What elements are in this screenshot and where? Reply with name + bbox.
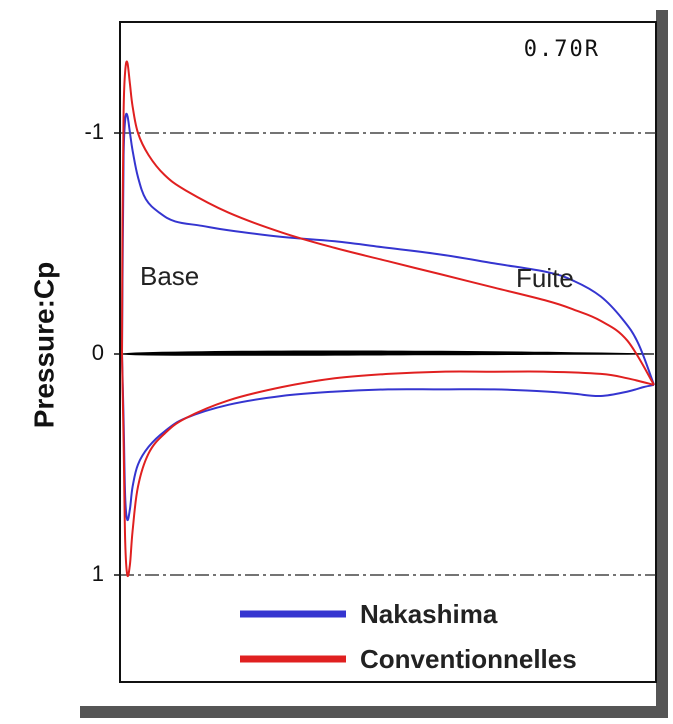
y-axis-label: Pressure:Cp — [28, 262, 59, 429]
y-tick-label: -1 — [84, 119, 104, 144]
series-nakashima-lower-line — [121, 353, 655, 522]
legend: Nakashima Conventionnelles — [240, 599, 577, 674]
legend-label-conventionnelles: Conventionnelles — [360, 644, 577, 674]
y-tick-label: 1 — [92, 561, 104, 586]
series-conventionnelles-lower-line — [121, 353, 655, 578]
legend-label-nakashima: Nakashima — [360, 599, 498, 629]
trailing-edge-label: Fuite — [516, 263, 574, 293]
frame-shadow-right — [656, 10, 668, 715]
y-tick-label: 0 — [92, 340, 104, 365]
leading-edge-label: Base — [140, 261, 199, 291]
chart-title: 0.70R — [524, 37, 600, 62]
frame-shadow-bottom — [80, 706, 668, 718]
series-nakashima-upper-line — [121, 112, 655, 386]
series-conventionnelles-upper-line — [121, 60, 655, 386]
blade-section — [122, 350, 654, 356]
